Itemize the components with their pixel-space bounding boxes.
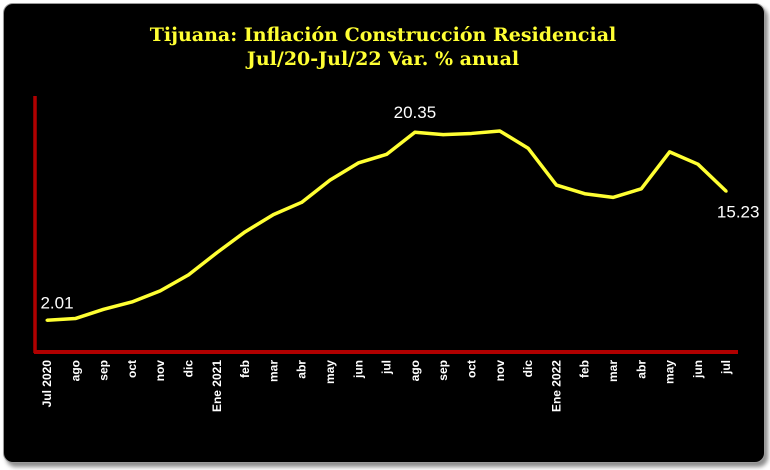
x-tick-label: jun (351, 360, 365, 379)
data-point (158, 289, 162, 293)
data-point (441, 133, 445, 137)
x-tick-label: ago (408, 360, 422, 381)
data-point (583, 192, 587, 196)
x-tick-label: feb (578, 360, 592, 378)
x-tick-label: dic (182, 360, 196, 378)
data-point (300, 200, 304, 204)
x-tick-label: nov (493, 360, 507, 382)
x-tick-label: abr (295, 360, 309, 379)
x-tick-label: ago (68, 360, 82, 381)
data-point (243, 230, 247, 234)
x-tick-label: mar (266, 360, 280, 382)
data-point (526, 146, 530, 150)
data-point (385, 152, 389, 156)
chart-frame (3, 3, 765, 463)
data-point (639, 187, 643, 191)
x-tick-label: oct (465, 360, 479, 378)
data-label: 20.35 (394, 103, 437, 122)
x-tick-label: may (663, 360, 677, 384)
x-tick-label: sep (436, 360, 450, 381)
series-line (46, 129, 728, 323)
x-tick-label: mar (606, 360, 620, 382)
data-point (102, 307, 106, 311)
data-point (413, 130, 417, 134)
data-label: 15.23 (717, 202, 760, 221)
x-tick-label: nov (153, 360, 167, 382)
x-tick-label: jul (380, 360, 394, 375)
x-tick-label: feb (238, 360, 252, 378)
x-tick-label: jun (691, 360, 705, 379)
data-point (724, 189, 728, 193)
data-point (356, 161, 360, 165)
data-point (73, 317, 77, 321)
data-point (554, 183, 558, 187)
data-point (130, 300, 134, 304)
data-point (696, 162, 700, 166)
chart-subtitle: Jul/20-Jul/22 Var. % anual (245, 48, 519, 70)
data-point (45, 318, 49, 322)
x-tick-label: oct (125, 360, 139, 378)
x-tick-label: Jul 2020 (40, 360, 54, 408)
data-label: 2.01 (40, 293, 73, 312)
chart-title: Tijuana: Inflación Construcción Residenc… (150, 24, 616, 46)
data-point (187, 273, 190, 277)
x-tick-label: Ene 2021 (210, 360, 224, 412)
x-tick-label: may (323, 360, 337, 384)
data-point (498, 129, 502, 133)
x-tick-label: sep (97, 360, 111, 381)
data-point (328, 178, 332, 182)
x-tick-label: jul (719, 360, 733, 375)
data-point (215, 251, 219, 255)
data-point (668, 150, 672, 154)
data-point (470, 131, 473, 135)
data-point (271, 213, 275, 217)
x-tick-label: abr (634, 360, 648, 379)
x-tick-label: Ene 2022 (549, 360, 563, 412)
data-point (611, 195, 615, 199)
x-tick-label: dic (521, 360, 535, 378)
